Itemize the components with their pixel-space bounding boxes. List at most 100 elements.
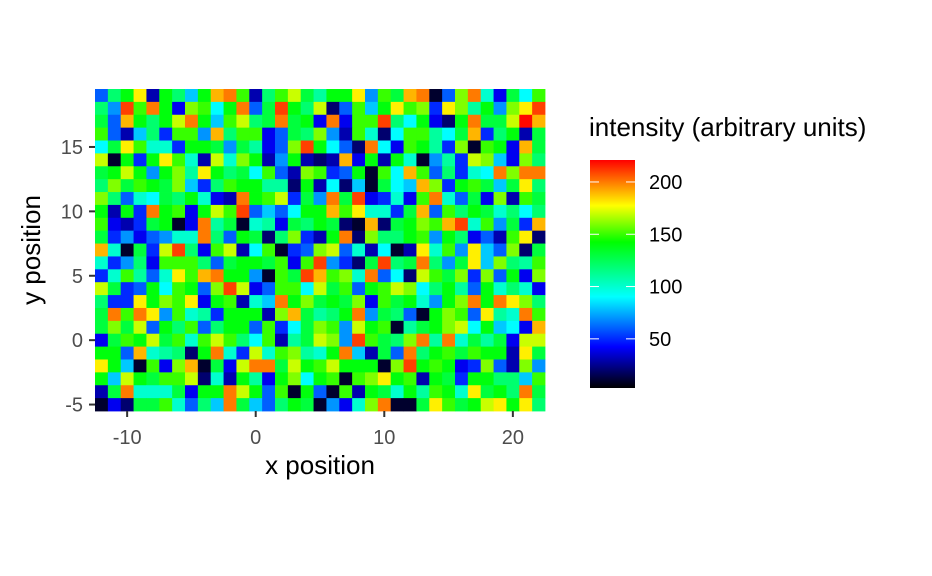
legend-tick-label: 150 (649, 224, 682, 246)
heatmap-tile (390, 333, 404, 347)
heatmap-tile (403, 320, 417, 335)
heatmap-tile (365, 166, 379, 180)
heatmap-tile (416, 359, 430, 373)
heatmap-tile (185, 153, 199, 167)
heatmap-tile (133, 114, 147, 129)
heatmap-tile (95, 320, 109, 335)
heatmap-tile (249, 333, 263, 347)
heatmap-tile (185, 217, 199, 232)
heatmap-tile (467, 320, 482, 335)
heatmap-tile (377, 372, 392, 386)
heatmap-tile (159, 204, 173, 219)
heatmap-tile (442, 217, 456, 232)
heatmap-tile (339, 101, 353, 116)
heatmap-tile (146, 192, 160, 206)
heatmap-tile (172, 153, 186, 167)
heatmap-tile (532, 114, 546, 129)
heatmap-tile (262, 127, 276, 141)
heatmap-tile (403, 101, 417, 116)
heatmap-tile (107, 89, 122, 103)
heatmap-tile (133, 295, 147, 309)
heatmap-tile (429, 230, 443, 244)
heatmap-tile (300, 269, 314, 283)
heatmap-tile (210, 372, 224, 386)
heatmap-tile (210, 269, 224, 283)
heatmap-tile (442, 256, 456, 270)
heatmap-tile (275, 153, 289, 167)
heatmap-tile (159, 89, 173, 103)
heatmap-tile (262, 114, 276, 129)
heatmap-tile (519, 230, 533, 244)
heatmap-tile (493, 346, 507, 360)
heatmap-tile (377, 192, 392, 206)
heatmap-tile (275, 192, 289, 206)
y-tick-label: 0 (72, 330, 83, 352)
heatmap-tile (365, 346, 379, 360)
heatmap-tile (352, 295, 366, 309)
heatmap-tile (339, 192, 353, 206)
heatmap-tile (172, 333, 186, 347)
heatmap-tile (133, 243, 147, 257)
heatmap-tile (300, 320, 314, 335)
heatmap-panel (95, 89, 546, 412)
heatmap-tile (365, 114, 379, 129)
heatmap-tile (352, 307, 366, 322)
heatmap-tile (146, 307, 160, 322)
heatmap-tile (275, 359, 289, 373)
heatmap-tile (377, 127, 392, 141)
heatmap-tile (339, 89, 353, 103)
heatmap-tile (313, 307, 327, 322)
heatmap-tile (403, 282, 417, 296)
heatmap-tile (493, 153, 507, 167)
heatmap-tile (185, 140, 199, 154)
heatmap-tile (377, 269, 392, 283)
heatmap-tile (197, 269, 212, 283)
heatmap-tile (429, 153, 443, 167)
heatmap-tile (107, 179, 122, 193)
heatmap-tile (390, 398, 404, 412)
heatmap-tile (146, 243, 160, 257)
heatmap-tile (352, 359, 366, 373)
heatmap-tile (326, 359, 340, 373)
heatmap-tile (120, 372, 134, 386)
heatmap-tile (120, 166, 134, 180)
heatmap-tile (352, 282, 366, 296)
heatmap-tile (352, 243, 366, 257)
heatmap-tile (107, 153, 122, 167)
heatmap-tile (532, 101, 546, 116)
heatmap-tile (159, 333, 173, 347)
heatmap-tile (275, 307, 289, 322)
heatmap-tile (262, 398, 276, 412)
heatmap-tile (416, 282, 430, 296)
heatmap-tile (480, 256, 494, 270)
heatmap-tile (95, 192, 109, 206)
heatmap-tile (416, 243, 430, 257)
heatmap-tile (493, 385, 507, 399)
heatmap-tile (223, 166, 237, 180)
heatmap-tile (467, 153, 482, 167)
heatmap-tile (146, 101, 160, 116)
heatmap-tile (467, 346, 482, 360)
heatmap-tile (506, 282, 520, 296)
heatmap-tile (403, 346, 417, 360)
heatmap-tile (506, 101, 520, 116)
heatmap-tile (262, 166, 276, 180)
heatmap-tile (519, 204, 533, 219)
heatmap-tile (300, 101, 314, 116)
heatmap-tile (339, 217, 353, 232)
heatmap-tile (287, 256, 302, 270)
heatmap-tile (172, 282, 186, 296)
heatmap-tile (480, 346, 494, 360)
heatmap-tile (185, 230, 199, 244)
heatmap-tile (275, 243, 289, 257)
heatmap-tile (339, 243, 353, 257)
heatmap-tile (287, 217, 302, 232)
heatmap-tile (442, 127, 456, 141)
heatmap-tile (416, 192, 430, 206)
heatmap-tile (339, 372, 353, 386)
heatmap-tile (313, 230, 327, 244)
heatmap-tile (493, 89, 507, 103)
heatmap-tile (519, 243, 533, 257)
heatmap-tile (223, 179, 237, 193)
heatmap-tile (416, 166, 430, 180)
